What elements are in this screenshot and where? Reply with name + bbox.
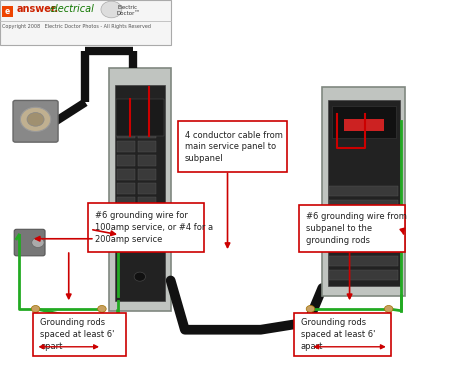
FancyBboxPatch shape bbox=[138, 127, 156, 138]
FancyBboxPatch shape bbox=[117, 226, 135, 236]
Text: Grounding rods
spaced at least 6'
apart: Grounding rods spaced at least 6' apart bbox=[40, 318, 115, 351]
FancyBboxPatch shape bbox=[138, 183, 156, 194]
FancyBboxPatch shape bbox=[117, 155, 135, 166]
FancyBboxPatch shape bbox=[329, 256, 398, 266]
FancyBboxPatch shape bbox=[299, 205, 405, 252]
FancyBboxPatch shape bbox=[329, 242, 398, 252]
FancyBboxPatch shape bbox=[117, 240, 135, 250]
FancyBboxPatch shape bbox=[332, 106, 396, 138]
Circle shape bbox=[32, 238, 44, 247]
Text: Copyright 2008   Electric Doctor Photos - All Rights Reserved: Copyright 2008 Electric Doctor Photos - … bbox=[2, 24, 151, 29]
FancyBboxPatch shape bbox=[329, 214, 398, 224]
FancyBboxPatch shape bbox=[329, 270, 398, 280]
FancyBboxPatch shape bbox=[117, 141, 135, 152]
Circle shape bbox=[98, 305, 106, 312]
Text: #6 grounding wire from
subpanel to the
grounding rods: #6 grounding wire from subpanel to the g… bbox=[306, 212, 407, 245]
Circle shape bbox=[384, 305, 393, 312]
Circle shape bbox=[31, 305, 40, 312]
Text: answer.: answer. bbox=[17, 5, 59, 14]
FancyBboxPatch shape bbox=[117, 183, 135, 194]
FancyBboxPatch shape bbox=[2, 6, 13, 17]
FancyBboxPatch shape bbox=[115, 85, 165, 301]
FancyBboxPatch shape bbox=[138, 141, 156, 152]
Text: e: e bbox=[5, 7, 10, 16]
FancyBboxPatch shape bbox=[14, 229, 45, 256]
Text: Grounding rods
spaced at least 6'
apart: Grounding rods spaced at least 6' apart bbox=[301, 318, 375, 351]
FancyBboxPatch shape bbox=[138, 240, 156, 250]
FancyBboxPatch shape bbox=[329, 228, 398, 238]
Text: Electric
Doctor™: Electric Doctor™ bbox=[116, 5, 140, 16]
FancyBboxPatch shape bbox=[33, 313, 126, 356]
FancyBboxPatch shape bbox=[138, 155, 156, 166]
FancyBboxPatch shape bbox=[117, 169, 135, 180]
Circle shape bbox=[306, 305, 315, 312]
FancyBboxPatch shape bbox=[117, 197, 135, 208]
FancyBboxPatch shape bbox=[328, 100, 400, 286]
FancyBboxPatch shape bbox=[322, 87, 405, 296]
Circle shape bbox=[101, 1, 122, 18]
FancyBboxPatch shape bbox=[138, 226, 156, 236]
Circle shape bbox=[134, 272, 146, 281]
FancyBboxPatch shape bbox=[138, 197, 156, 208]
FancyBboxPatch shape bbox=[13, 100, 58, 142]
FancyBboxPatch shape bbox=[117, 127, 135, 138]
Circle shape bbox=[27, 113, 44, 126]
Text: electrical: electrical bbox=[50, 5, 95, 14]
Text: #6 grounding wire for
100amp service, or #4 for a
200amp service: #6 grounding wire for 100amp service, or… bbox=[95, 211, 213, 244]
FancyBboxPatch shape bbox=[0, 0, 171, 45]
FancyBboxPatch shape bbox=[138, 113, 156, 124]
Text: 4 conductor cable from
main service panel to
subpanel: 4 conductor cable from main service pane… bbox=[185, 130, 283, 163]
FancyBboxPatch shape bbox=[138, 211, 156, 222]
FancyBboxPatch shape bbox=[344, 119, 384, 131]
FancyBboxPatch shape bbox=[178, 121, 287, 172]
FancyBboxPatch shape bbox=[116, 99, 164, 136]
FancyBboxPatch shape bbox=[138, 169, 156, 180]
Circle shape bbox=[20, 107, 51, 132]
FancyBboxPatch shape bbox=[329, 200, 398, 210]
FancyBboxPatch shape bbox=[88, 203, 204, 252]
FancyBboxPatch shape bbox=[109, 68, 171, 311]
FancyBboxPatch shape bbox=[117, 211, 135, 222]
FancyBboxPatch shape bbox=[294, 313, 391, 356]
FancyBboxPatch shape bbox=[329, 186, 398, 196]
FancyBboxPatch shape bbox=[117, 113, 135, 124]
